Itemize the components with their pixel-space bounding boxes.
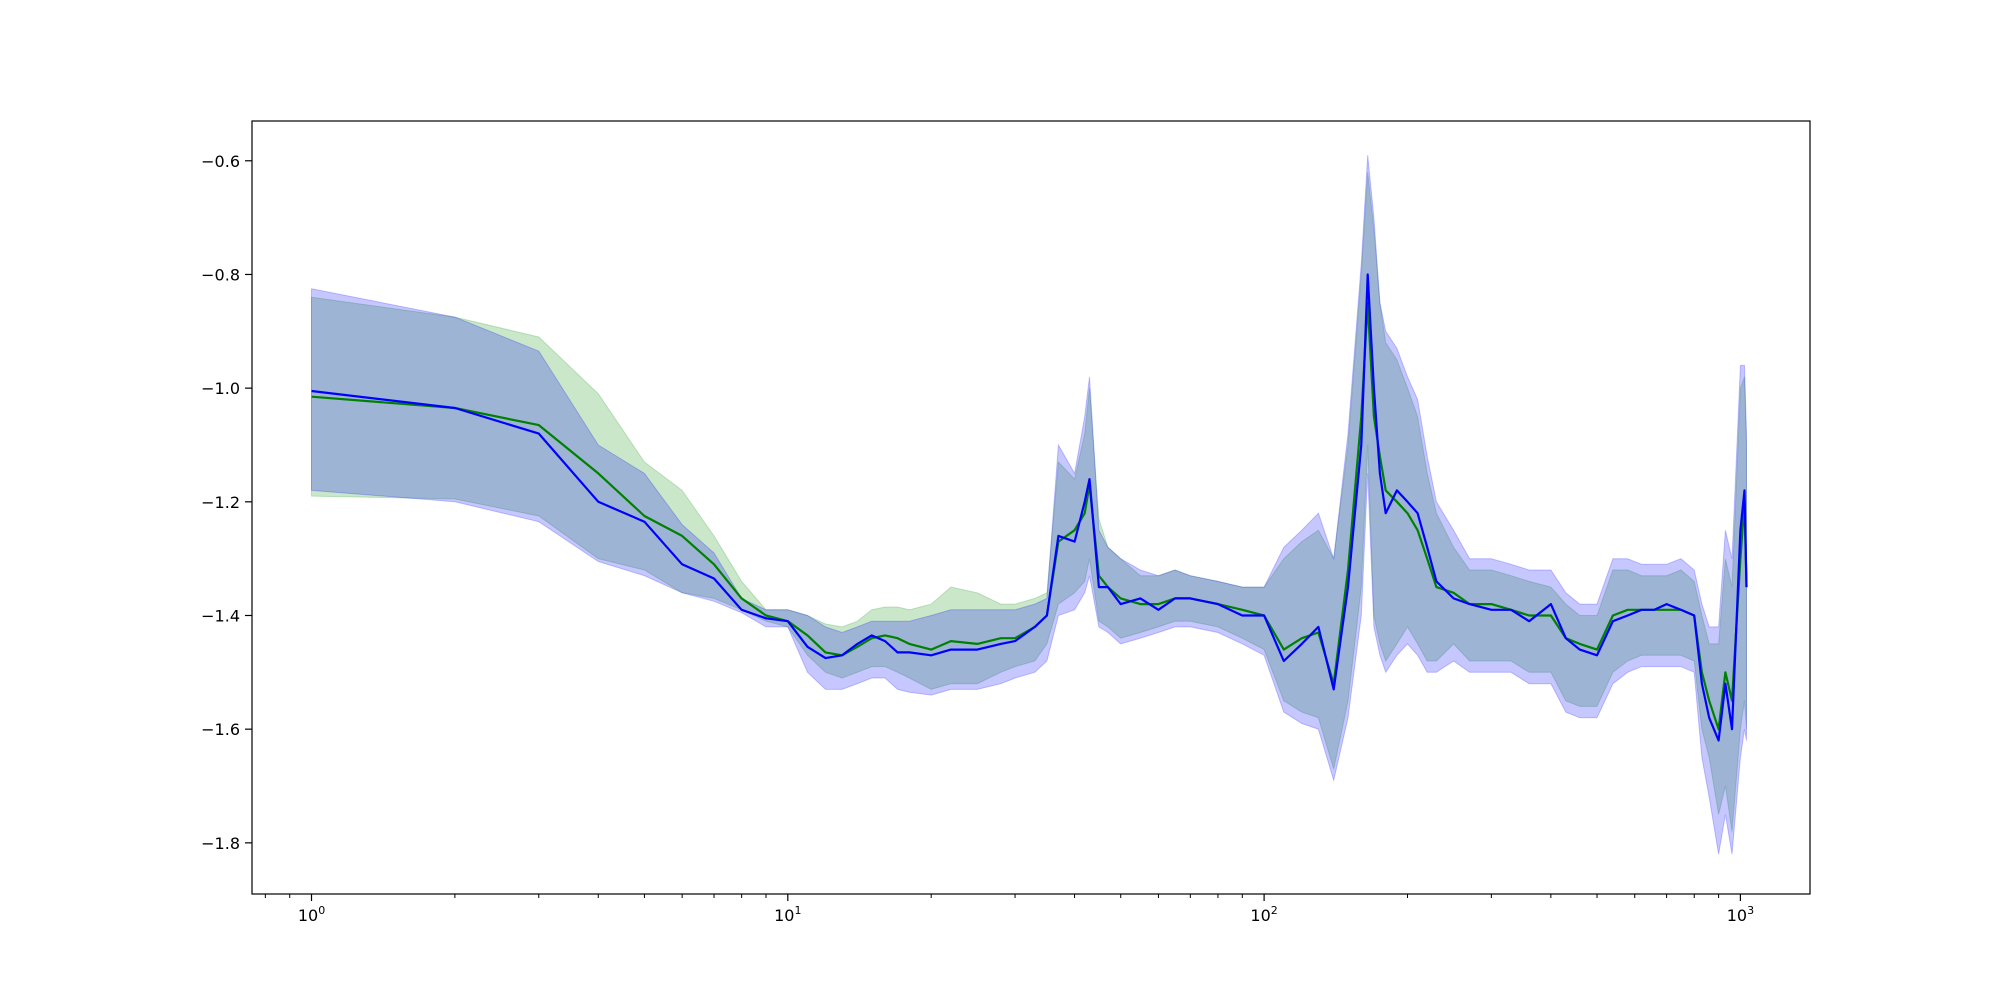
x-tick-label: 102 bbox=[1250, 904, 1277, 925]
y-axis: −0.6 −0.8 −1.0 −1.2 −1.4 −1.6 −1.8 bbox=[201, 152, 252, 853]
y-tick-label: −1.4 bbox=[201, 606, 240, 625]
series-lines bbox=[311, 273, 1748, 742]
y-tick-label: −1.6 bbox=[201, 720, 240, 739]
x-tick-label: 100 bbox=[298, 904, 325, 925]
x-tick-label: 103 bbox=[1727, 904, 1754, 925]
confidence-bands bbox=[311, 155, 1747, 855]
y-tick-label: −1.2 bbox=[201, 493, 240, 512]
plot-frame bbox=[251, 120, 1811, 895]
y-tick-label: −1.8 bbox=[201, 834, 240, 853]
y-tick-label: −0.6 bbox=[201, 152, 240, 171]
line-series-1 bbox=[311, 301, 1748, 731]
y-tick-label: −1.0 bbox=[201, 379, 240, 398]
band-series-2 bbox=[311, 155, 1747, 855]
x-tick-label: 101 bbox=[774, 904, 801, 925]
y-tick-label: −0.8 bbox=[201, 265, 240, 284]
line-series-2 bbox=[311, 273, 1748, 742]
x-axis: 100 101 102 103 bbox=[264, 894, 1754, 925]
